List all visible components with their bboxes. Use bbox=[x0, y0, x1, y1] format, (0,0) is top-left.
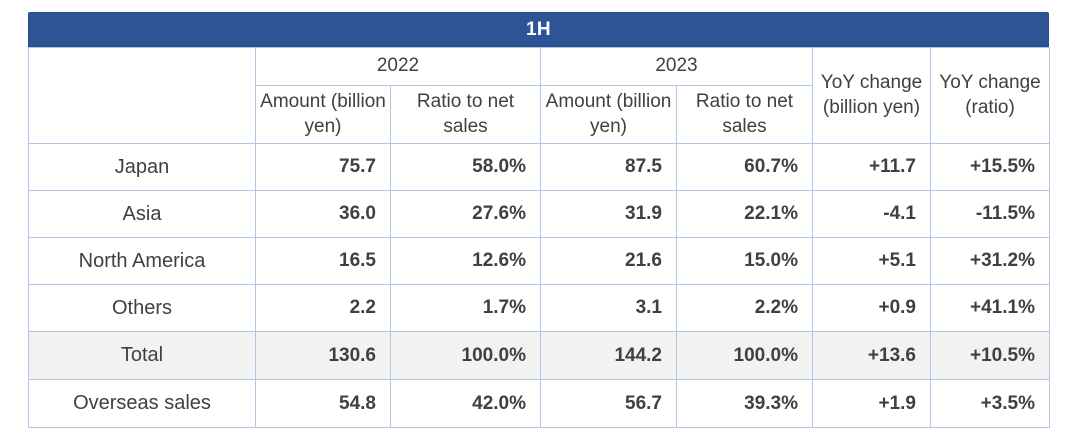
row-label: Total bbox=[28, 331, 256, 380]
col-group-2022: 2022 bbox=[255, 47, 541, 86]
col-header-ratio-2022: Ratio to net sales bbox=[390, 85, 541, 144]
cell-ratio-2022: 27.6% bbox=[390, 190, 541, 238]
cell-amount-2022: 2.2 bbox=[255, 284, 391, 332]
cell-ratio-2023: 60.7% bbox=[676, 143, 813, 191]
cell-ratio-2022: 42.0% bbox=[390, 379, 541, 428]
cell-amount-2023: 31.9 bbox=[540, 190, 677, 238]
table-row-overseas-sales: Overseas sales 54.8 42.0% 56.7 39.3% +1.… bbox=[28, 379, 1050, 428]
cell-yoy-billion: +1.9 bbox=[812, 379, 931, 428]
table-title-bar: 1H bbox=[28, 12, 1049, 47]
cell-ratio-2022: 1.7% bbox=[390, 284, 541, 332]
cell-yoy-ratio: -11.5% bbox=[930, 190, 1050, 238]
cell-ratio-2022: 58.0% bbox=[390, 143, 541, 191]
corner-blank-cell bbox=[28, 47, 256, 144]
cell-yoy-ratio: +3.5% bbox=[930, 379, 1050, 428]
col-group-2023: 2023 bbox=[540, 47, 813, 86]
period-title: 1H bbox=[526, 18, 551, 40]
cell-ratio-2023: 15.0% bbox=[676, 237, 813, 285]
cell-yoy-billion: +5.1 bbox=[812, 237, 931, 285]
cell-yoy-ratio: +31.2% bbox=[930, 237, 1050, 285]
cell-amount-2022: 75.7 bbox=[255, 143, 391, 191]
cell-amount-2023: 144.2 bbox=[540, 331, 677, 380]
row-label: Asia bbox=[28, 190, 256, 238]
table-row-others: Others 2.2 1.7% 3.1 2.2% +0.9 +41.1% bbox=[28, 284, 1050, 332]
sales-by-region-table: 2022 2023 YoY change (billion yen) YoY c… bbox=[28, 47, 1050, 428]
cell-yoy-billion: +0.9 bbox=[812, 284, 931, 332]
header-row-measures: Amount (billion yen) Ratio to net sales … bbox=[29, 85, 1050, 144]
cell-ratio-2022: 100.0% bbox=[390, 331, 541, 380]
table-row-north-america: North America 16.5 12.6% 21.6 15.0% +5.1… bbox=[28, 237, 1050, 285]
table-row-japan: Japan 75.7 58.0% 87.5 60.7% +11.7 +15.5% bbox=[28, 143, 1050, 191]
col-header-amount-2022: Amount (billion yen) bbox=[255, 85, 391, 144]
cell-amount-2022: 36.0 bbox=[255, 190, 391, 238]
col-header-yoy-billion: YoY change (billion yen) bbox=[812, 47, 931, 144]
sales-by-region-table-panel: 1H 2022 2023 YoY change (billion yen) Yo… bbox=[28, 12, 1050, 428]
cell-yoy-billion: -4.1 bbox=[812, 190, 931, 238]
table-row-total: Total 130.6 100.0% 144.2 100.0% +13.6 +1… bbox=[28, 331, 1050, 380]
cell-amount-2023: 3.1 bbox=[540, 284, 677, 332]
col-header-ratio-2023: Ratio to net sales bbox=[676, 85, 813, 144]
cell-yoy-ratio: +41.1% bbox=[930, 284, 1050, 332]
header-row-years: 2022 2023 YoY change (billion yen) YoY c… bbox=[28, 47, 1050, 144]
cell-ratio-2023: 100.0% bbox=[676, 331, 813, 380]
cell-ratio-2022: 12.6% bbox=[390, 237, 541, 285]
col-header-yoy-ratio: YoY change (ratio) bbox=[930, 47, 1050, 144]
cell-amount-2023: 56.7 bbox=[540, 379, 677, 428]
table-row-asia: Asia 36.0 27.6% 31.9 22.1% -4.1 -11.5% bbox=[28, 190, 1050, 238]
cell-ratio-2023: 39.3% bbox=[676, 379, 813, 428]
row-label: Overseas sales bbox=[28, 379, 256, 428]
cell-yoy-ratio: +10.5% bbox=[930, 331, 1050, 380]
cell-amount-2022: 16.5 bbox=[255, 237, 391, 285]
cell-amount-2022: 54.8 bbox=[255, 379, 391, 428]
cell-ratio-2023: 22.1% bbox=[676, 190, 813, 238]
row-label: Others bbox=[28, 284, 256, 332]
cell-ratio-2023: 2.2% bbox=[676, 284, 813, 332]
cell-yoy-ratio: +15.5% bbox=[930, 143, 1050, 191]
cell-yoy-billion: +11.7 bbox=[812, 143, 931, 191]
cell-amount-2023: 87.5 bbox=[540, 143, 677, 191]
cell-amount-2022: 130.6 bbox=[255, 331, 391, 380]
cell-yoy-billion: +13.6 bbox=[812, 331, 931, 380]
row-label: Japan bbox=[28, 143, 256, 191]
cell-amount-2023: 21.6 bbox=[540, 237, 677, 285]
col-header-amount-2023: Amount (billion yen) bbox=[540, 85, 677, 144]
row-label: North America bbox=[28, 237, 256, 285]
